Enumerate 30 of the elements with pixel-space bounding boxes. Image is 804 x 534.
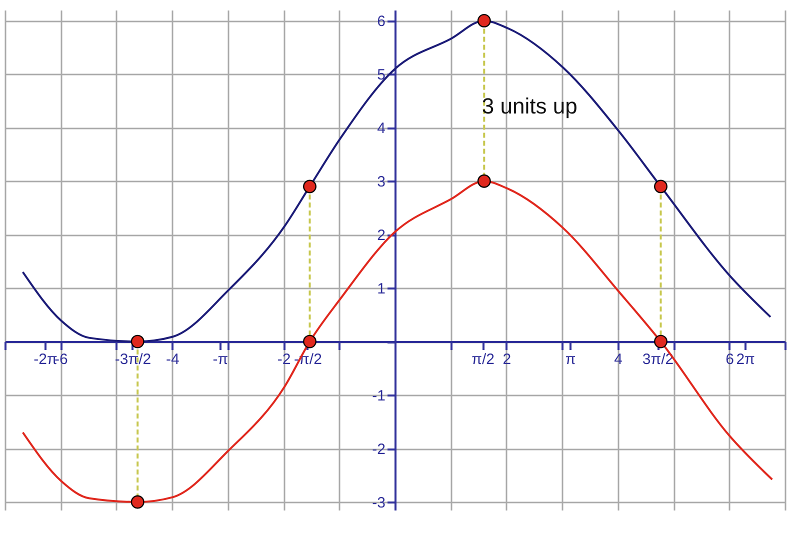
y-tick-label: -3 — [372, 494, 386, 512]
x-tick-label: -2 — [277, 351, 291, 368]
y-tick-label: 3 — [377, 174, 386, 191]
point — [654, 334, 668, 348]
point — [130, 334, 144, 348]
x-tick-label: 6 — [726, 351, 734, 368]
x-tick-label: 2 — [502, 351, 512, 368]
y-tick-label: 6 — [377, 13, 386, 30]
point — [303, 180, 316, 194]
y-tick-label: -2 — [372, 441, 386, 458]
x-tick-label: -6 — [54, 351, 68, 368]
point — [130, 495, 144, 509]
point — [477, 174, 491, 188]
x-tick-label: 2π — [736, 351, 755, 368]
x-tick-label: -3π/2 — [114, 351, 152, 368]
y-tick-label: 1 — [377, 280, 386, 298]
x-tick-label: -4 — [166, 351, 180, 368]
annotation: 3 units up — [482, 93, 578, 118]
y-tick-label: -1 — [372, 388, 386, 405]
y-tick-label: 2 — [377, 227, 386, 244]
x-tick-label: 4 — [614, 351, 623, 368]
point — [477, 14, 491, 28]
x-tick-label: π/2 — [472, 351, 494, 368]
x-tick-label: -π — [212, 351, 228, 368]
y-tick-label: 5 — [377, 66, 386, 84]
point — [303, 334, 316, 348]
y-tick-label: 4 — [377, 120, 386, 138]
x-tick-label: -2π — [34, 351, 58, 368]
point — [654, 180, 668, 194]
x-tick-label: π — [565, 351, 576, 368]
